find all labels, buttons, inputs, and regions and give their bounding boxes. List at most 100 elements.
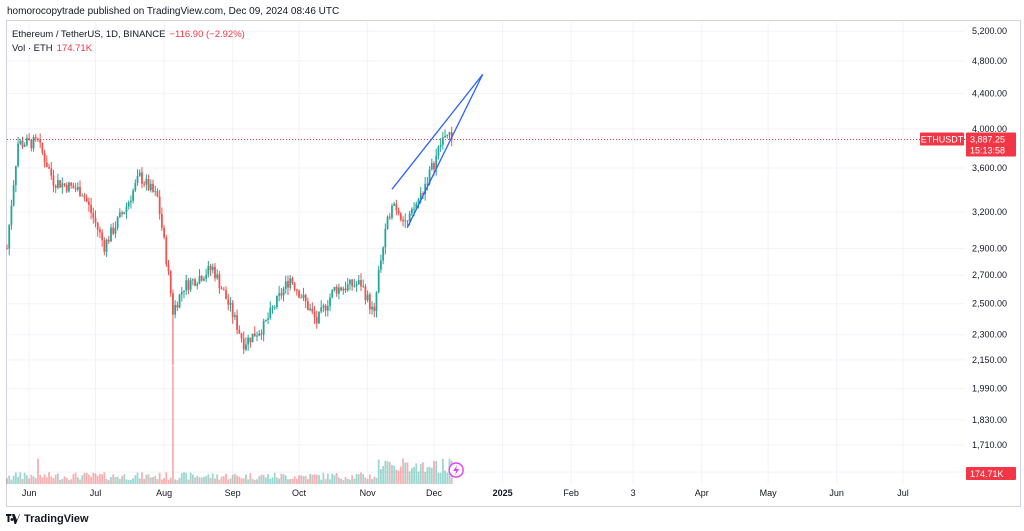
volume-bar — [304, 475, 307, 484]
symbol-tag-label: ETHUSDT — [921, 134, 964, 144]
volume-bar — [178, 477, 181, 484]
volume-bar — [256, 479, 258, 484]
candle-body — [132, 190, 135, 201]
volume-bar — [413, 466, 415, 484]
candle-body — [404, 220, 407, 222]
volume-bar — [264, 477, 267, 484]
volume-bar — [132, 478, 135, 484]
candle-body — [302, 294, 305, 298]
footer[interactable]: TradingView — [6, 511, 89, 527]
candle-body — [194, 279, 196, 286]
volume-bar — [320, 479, 323, 484]
time-tick-label: Jun — [22, 488, 37, 498]
tradingview-brand: TradingView — [24, 513, 89, 525]
volume-bar — [408, 471, 411, 484]
volume-bar — [30, 474, 33, 484]
volume-bar — [222, 476, 225, 484]
candle-body — [172, 293, 174, 315]
volume-bar — [428, 466, 431, 484]
volume-bar — [337, 477, 340, 484]
volume-bar — [282, 474, 285, 484]
candle-body — [284, 281, 287, 289]
price-change: −116.90 (−2.92%) — [169, 29, 245, 40]
candle-body — [167, 264, 170, 272]
volume-bar — [160, 479, 163, 484]
candle-body — [357, 280, 360, 285]
candle-body — [395, 203, 398, 211]
time-tick-label: Nov — [360, 488, 377, 498]
volume-bar — [236, 475, 238, 484]
candle-body — [355, 284, 358, 286]
candle-body — [353, 285, 356, 287]
volume-bar — [200, 477, 203, 484]
candle-body — [311, 308, 314, 312]
volume-bar — [138, 478, 141, 484]
volume-bar — [326, 473, 329, 484]
volume-bar — [209, 478, 212, 484]
volume-bar — [371, 479, 373, 484]
chart-frame[interactable] — [6, 20, 1021, 507]
time-tick-label: Sep — [225, 488, 241, 498]
volume-bar — [289, 478, 292, 484]
volume-bar — [196, 475, 199, 484]
candle-body — [264, 319, 267, 321]
candle-body — [216, 274, 219, 279]
candle-body — [32, 137, 35, 149]
candle-body — [399, 213, 402, 220]
candle-body — [23, 144, 26, 147]
volume-bar — [214, 478, 216, 484]
candle-body — [439, 144, 442, 147]
volume-bar — [163, 478, 165, 484]
volume-bar — [194, 477, 196, 484]
volume-bar — [167, 479, 170, 484]
price-tick-label: 2,150.00 — [972, 355, 1007, 365]
rising-wedge-drawing — [391, 73, 484, 228]
volume-bar — [6, 478, 8, 484]
volume-bar — [10, 479, 13, 484]
volume-bar — [90, 476, 92, 484]
price-tick-label: 4,800.00 — [972, 56, 1007, 66]
candle-body — [313, 311, 316, 318]
candle-body — [410, 208, 413, 214]
volume-bar — [203, 476, 205, 484]
candle-body — [74, 188, 77, 190]
lightning-icon[interactable] — [448, 462, 464, 478]
volume-bar — [375, 477, 378, 484]
candle-body — [256, 335, 258, 337]
volume-tag-value: 174.71K — [970, 469, 1004, 479]
candle-body — [287, 281, 289, 288]
price-tag-value: 3,887.25 — [970, 134, 1005, 144]
volume-bar — [410, 468, 413, 484]
volume-bar — [149, 477, 152, 484]
candle-body — [87, 201, 90, 205]
volume-bar — [391, 464, 393, 484]
volume-bar — [83, 472, 86, 484]
price-tick-label: 1,990.00 — [972, 384, 1007, 394]
candle-body — [428, 169, 431, 184]
volume-bar — [39, 475, 42, 484]
time-tick-label: Apr — [695, 488, 709, 498]
candle-body — [85, 197, 88, 202]
volume-bar — [360, 472, 362, 484]
volume-bar — [238, 476, 241, 484]
time-tick-label: Dec — [426, 488, 443, 498]
volume-bar — [145, 474, 148, 484]
candle-body — [134, 183, 137, 191]
volume-bar — [118, 478, 121, 484]
candle-body — [373, 306, 376, 312]
volume-bar — [96, 475, 99, 484]
candle-body — [21, 140, 24, 147]
volume-bar — [382, 466, 385, 484]
candle-body — [269, 307, 272, 319]
candle-body — [304, 294, 307, 302]
volume-bar — [156, 479, 159, 484]
candle-body — [218, 274, 221, 289]
candle-body — [386, 216, 389, 229]
candle-body — [70, 182, 73, 186]
volume-bar — [147, 474, 150, 484]
volume-bar — [185, 472, 188, 484]
volume-bar — [41, 477, 44, 484]
volume-bar — [295, 478, 298, 484]
candle-body — [238, 329, 241, 334]
